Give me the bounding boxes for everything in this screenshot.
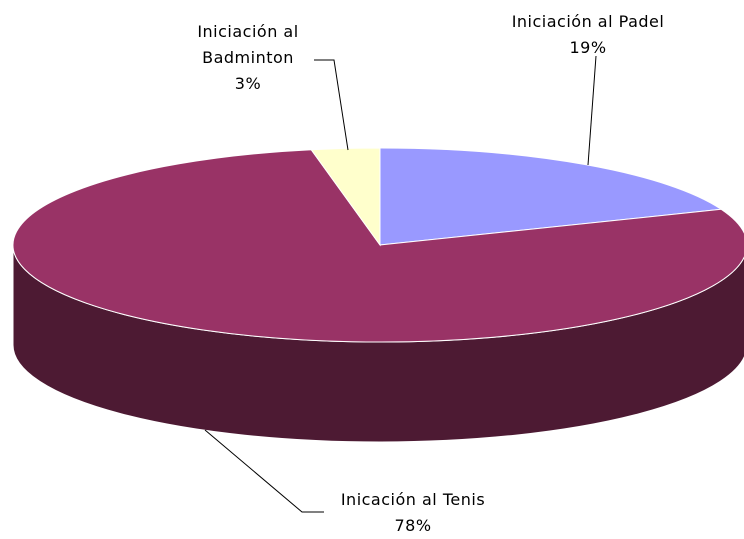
slice-label: Inicación al Tenis 78% (303, 487, 523, 539)
slice-label: Iniciación al Padel 19% (478, 9, 698, 61)
pie (12, 147, 744, 443)
slice-name: Iniciación al Badminton (197, 22, 299, 67)
pie-slice (379, 147, 723, 246)
leader-line (314, 59, 349, 151)
slice-name: Inicación al Tenis (340, 490, 486, 509)
pie-slice (12, 149, 744, 343)
leader-line (204, 429, 324, 513)
slice-label: Iniciación al Badminton 3% (178, 19, 318, 97)
slice-value: 19% (569, 38, 607, 57)
slice-name: Iniciación al Padel (511, 12, 665, 31)
slice-value: 78% (394, 516, 432, 535)
leader-line (587, 55, 597, 166)
pie-slice (310, 147, 381, 247)
slice-value: 3% (234, 74, 262, 93)
